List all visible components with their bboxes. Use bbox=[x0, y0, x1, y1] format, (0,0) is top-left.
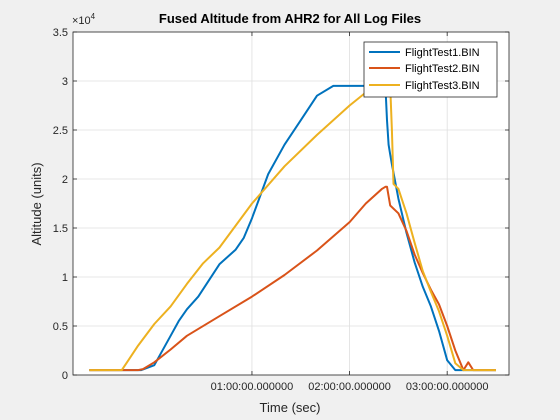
y-axis-exponent-base: ×10 bbox=[72, 15, 91, 27]
x-tick-label: 02:00:00.000000 bbox=[308, 381, 391, 393]
axes-box bbox=[72, 31, 510, 376]
y-tick-label: 1.5 bbox=[53, 223, 68, 235]
y-tick-label: 2.5 bbox=[53, 125, 68, 137]
x-axis-label: Time (sec) bbox=[260, 400, 321, 415]
y-tick-label: 0.5 bbox=[53, 321, 68, 333]
legend[interactable]: FlightTest1.BIN FlightTest2.BIN FlightTe… bbox=[363, 41, 498, 98]
y-tick-label: 0 bbox=[62, 370, 68, 382]
y-axis-ticks: 0 0.5 1 1.5 2 2.5 3 3.5 bbox=[53, 27, 509, 382]
x-tick-label: 03:00:00.000000 bbox=[406, 381, 489, 393]
series-line-flighttest2 bbox=[89, 185, 496, 372]
x-tick-label: 01:00:00.000000 bbox=[211, 381, 294, 393]
legend-label-flighttest2: FlightTest2.BIN bbox=[405, 63, 480, 75]
chart-title: Fused Altitude from AHR2 for All Log Fil… bbox=[159, 11, 421, 26]
legend-label-flighttest1: FlightTest1.BIN bbox=[405, 47, 480, 59]
y-axis-exponent: ×104 bbox=[72, 12, 96, 27]
y-axis-exponent-power: 4 bbox=[91, 12, 96, 21]
x-axis-ticks: 01:00:00.000000 02:00:00.000000 03:00:00.0… bbox=[211, 32, 489, 393]
y-tick-label: 1 bbox=[62, 272, 68, 284]
y-tick-label: 3 bbox=[62, 76, 68, 88]
y-tick-label: 2 bbox=[62, 174, 68, 186]
legend-label-flighttest3: FlightTest3.BIN bbox=[405, 80, 480, 92]
y-axis-label: Altitude (units) bbox=[29, 162, 44, 245]
y-tick-label: 3.5 bbox=[53, 27, 68, 39]
